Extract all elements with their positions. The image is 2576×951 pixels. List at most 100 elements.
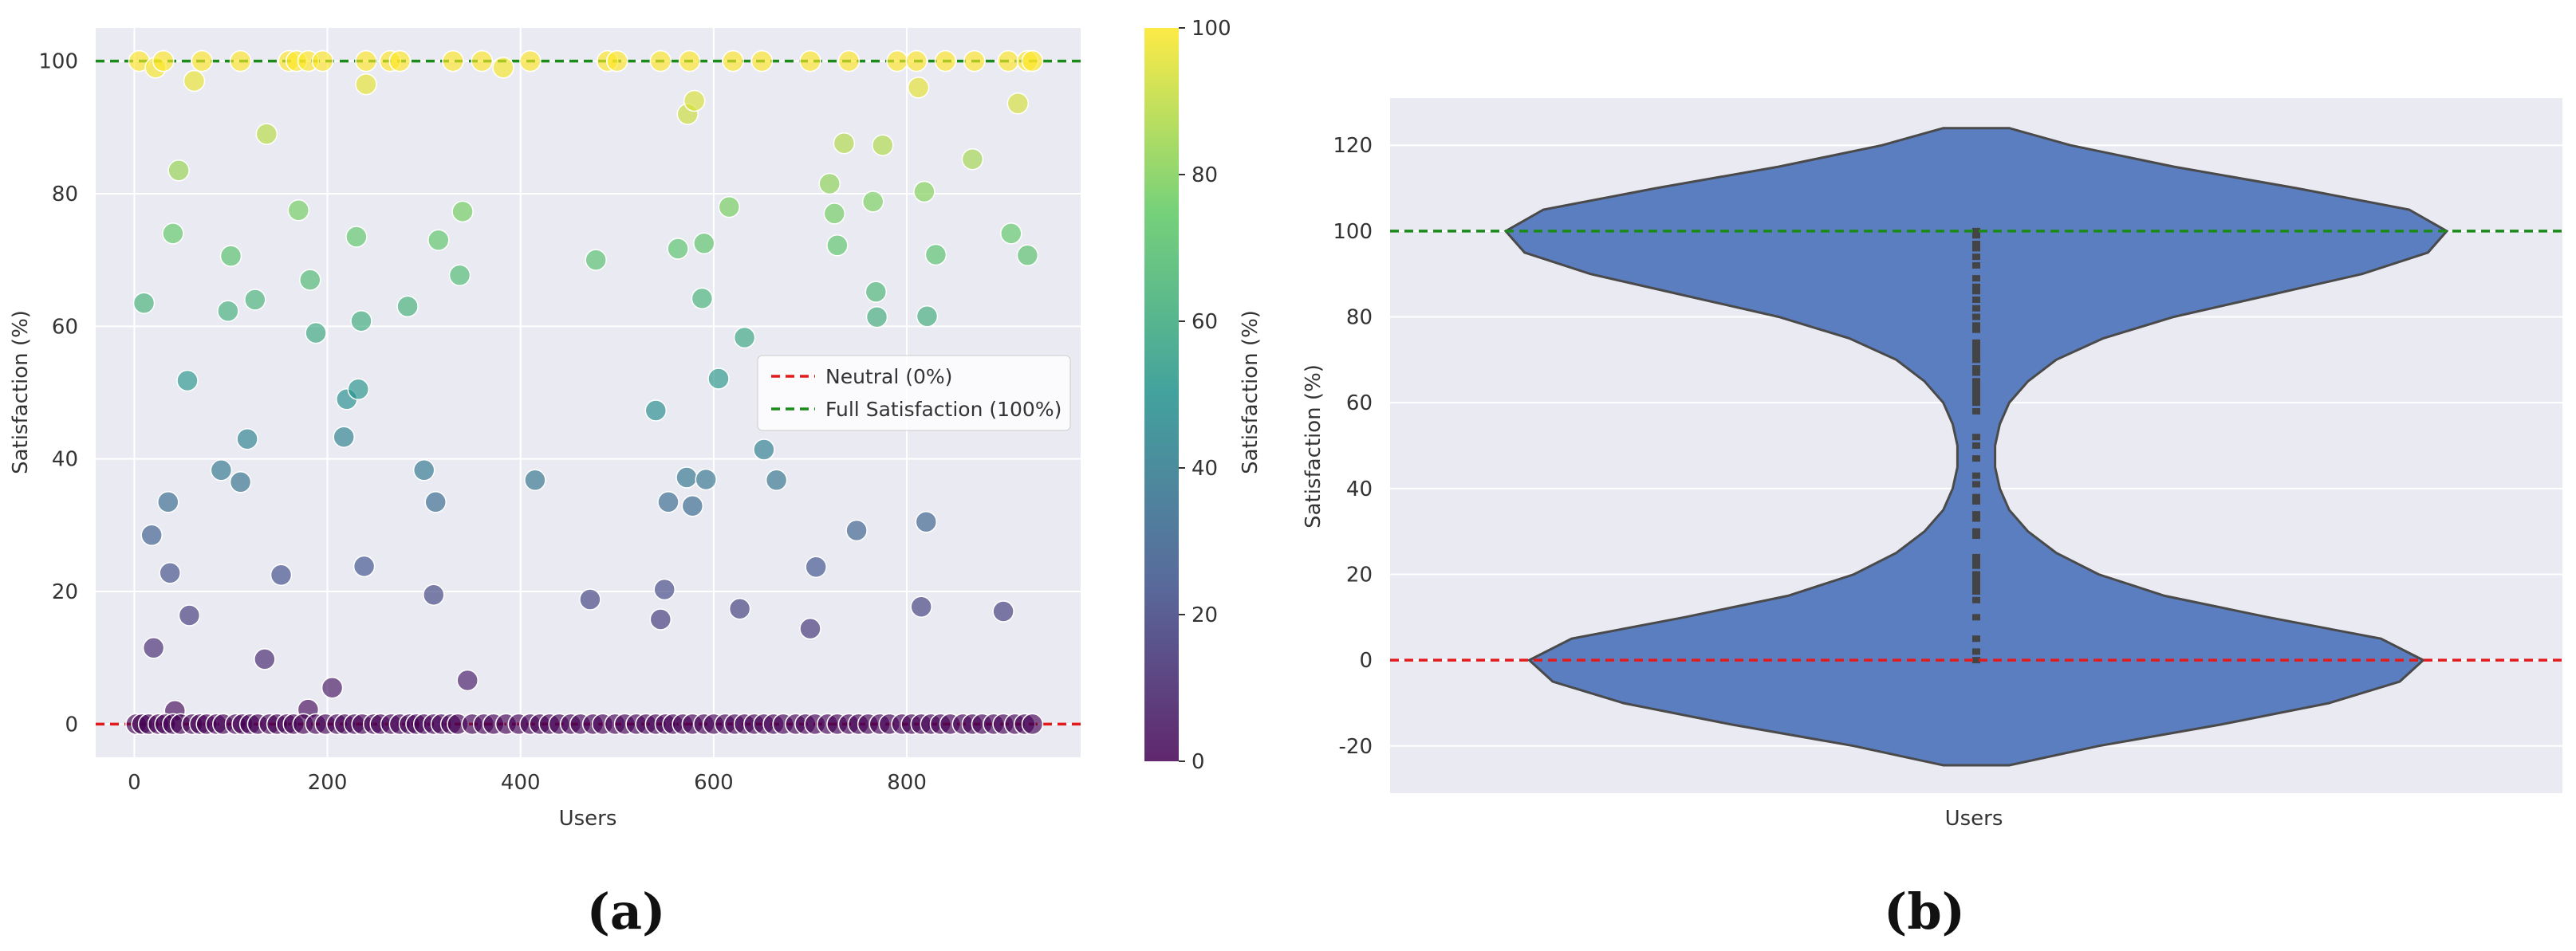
data-point xyxy=(217,300,239,322)
data-point xyxy=(321,676,344,699)
data-point xyxy=(236,427,258,450)
x-tick-label: 800 xyxy=(887,771,927,795)
inner-point xyxy=(1972,382,1980,389)
data-point xyxy=(799,617,821,640)
data-point xyxy=(681,494,704,517)
data-point xyxy=(270,564,293,587)
data-point xyxy=(718,195,741,218)
data-point xyxy=(412,459,435,481)
inner-point xyxy=(1972,356,1980,364)
inner-point xyxy=(1972,339,1980,346)
inner-point xyxy=(1972,253,1980,261)
data-point xyxy=(826,234,849,257)
inner-point xyxy=(1972,322,1980,329)
data-point xyxy=(861,191,884,213)
inner-point xyxy=(1972,227,1980,234)
inner-point xyxy=(1972,241,1980,248)
inner-point xyxy=(1972,391,1980,398)
scatter-x-axis-label: Users xyxy=(559,807,617,831)
data-point xyxy=(676,466,698,489)
data-point xyxy=(492,57,514,79)
data-point xyxy=(845,519,868,542)
inner-point xyxy=(1972,344,1980,351)
data-point xyxy=(886,49,908,73)
data-point xyxy=(345,226,368,248)
data-point xyxy=(924,243,947,266)
data-point xyxy=(963,49,986,73)
violin-y-axis-label: Satisfaction (%) xyxy=(1302,364,1325,529)
legend-neutral-label: Neutral (0%) xyxy=(825,365,952,388)
data-point xyxy=(678,49,701,73)
data-point xyxy=(872,134,894,156)
data-point xyxy=(157,491,179,513)
data-point xyxy=(424,491,447,513)
inner-point xyxy=(1972,580,1980,587)
inner-point xyxy=(1972,553,1980,560)
inner-point xyxy=(1972,395,1980,402)
data-point xyxy=(442,49,464,73)
data-point xyxy=(753,438,775,461)
data-point xyxy=(683,89,706,112)
data-point xyxy=(961,147,984,171)
data-point xyxy=(299,269,321,291)
data-point xyxy=(750,49,774,73)
data-point xyxy=(653,578,676,601)
data-point xyxy=(456,669,479,692)
inner-point xyxy=(1972,571,1980,578)
inner-point xyxy=(1972,481,1980,488)
data-point xyxy=(244,289,266,311)
inner-point xyxy=(1972,245,1980,252)
inner-point xyxy=(1972,493,1980,501)
inner-point xyxy=(1972,575,1980,582)
data-point xyxy=(423,584,445,606)
data-point xyxy=(210,459,233,481)
data-point xyxy=(916,305,939,328)
inner-point xyxy=(1972,365,1980,372)
inner-point xyxy=(1972,657,1980,664)
colorbar-tick-label: 40 xyxy=(1191,457,1218,481)
legend-full-satisfaction-label: Full Satisfaction (100%) xyxy=(825,398,1062,421)
inner-point xyxy=(1972,369,1980,376)
inner-point xyxy=(1972,584,1980,591)
legend-box xyxy=(757,355,1071,431)
data-point xyxy=(579,588,601,611)
colorbar-tick-label: 80 xyxy=(1191,163,1218,187)
violin-y-ticks: -20 0 20 40 60 80 100 120 xyxy=(1333,134,1373,759)
data-point xyxy=(178,604,201,627)
data-point xyxy=(167,159,190,182)
data-point xyxy=(992,600,1014,623)
data-point xyxy=(905,49,928,73)
colorbar-label: Satisfaction (%) xyxy=(1239,310,1262,474)
y-tick-label: 100 xyxy=(1333,220,1373,244)
y-tick-label: 20 xyxy=(1346,563,1373,587)
inner-point xyxy=(1972,296,1980,303)
data-point xyxy=(355,73,377,96)
violin-x-axis-label: Users xyxy=(1945,807,2003,831)
inner-point xyxy=(1972,232,1980,239)
inner-point xyxy=(1972,532,1980,540)
inner-point xyxy=(1972,442,1980,449)
scatter-legend: Neutral (0%) Full Satisfaction (100%) xyxy=(757,355,1071,431)
data-point xyxy=(519,49,542,73)
inner-point xyxy=(1972,434,1980,441)
data-point xyxy=(915,510,938,533)
inner-point xyxy=(1972,528,1980,535)
data-point xyxy=(934,49,957,73)
inner-point xyxy=(1972,497,1980,505)
data-point xyxy=(350,309,372,332)
data-point xyxy=(448,264,471,287)
data-point xyxy=(823,202,846,225)
data-point xyxy=(1000,222,1022,245)
x-tick-label: 0 xyxy=(128,771,141,795)
data-point xyxy=(695,468,717,491)
inner-point xyxy=(1972,399,1980,407)
data-point xyxy=(667,238,689,260)
data-point xyxy=(311,49,334,73)
inner-point xyxy=(1972,387,1980,394)
data-point xyxy=(219,245,242,267)
x-tick-label: 400 xyxy=(501,771,541,795)
data-point xyxy=(471,49,494,73)
inner-point xyxy=(1972,614,1980,621)
